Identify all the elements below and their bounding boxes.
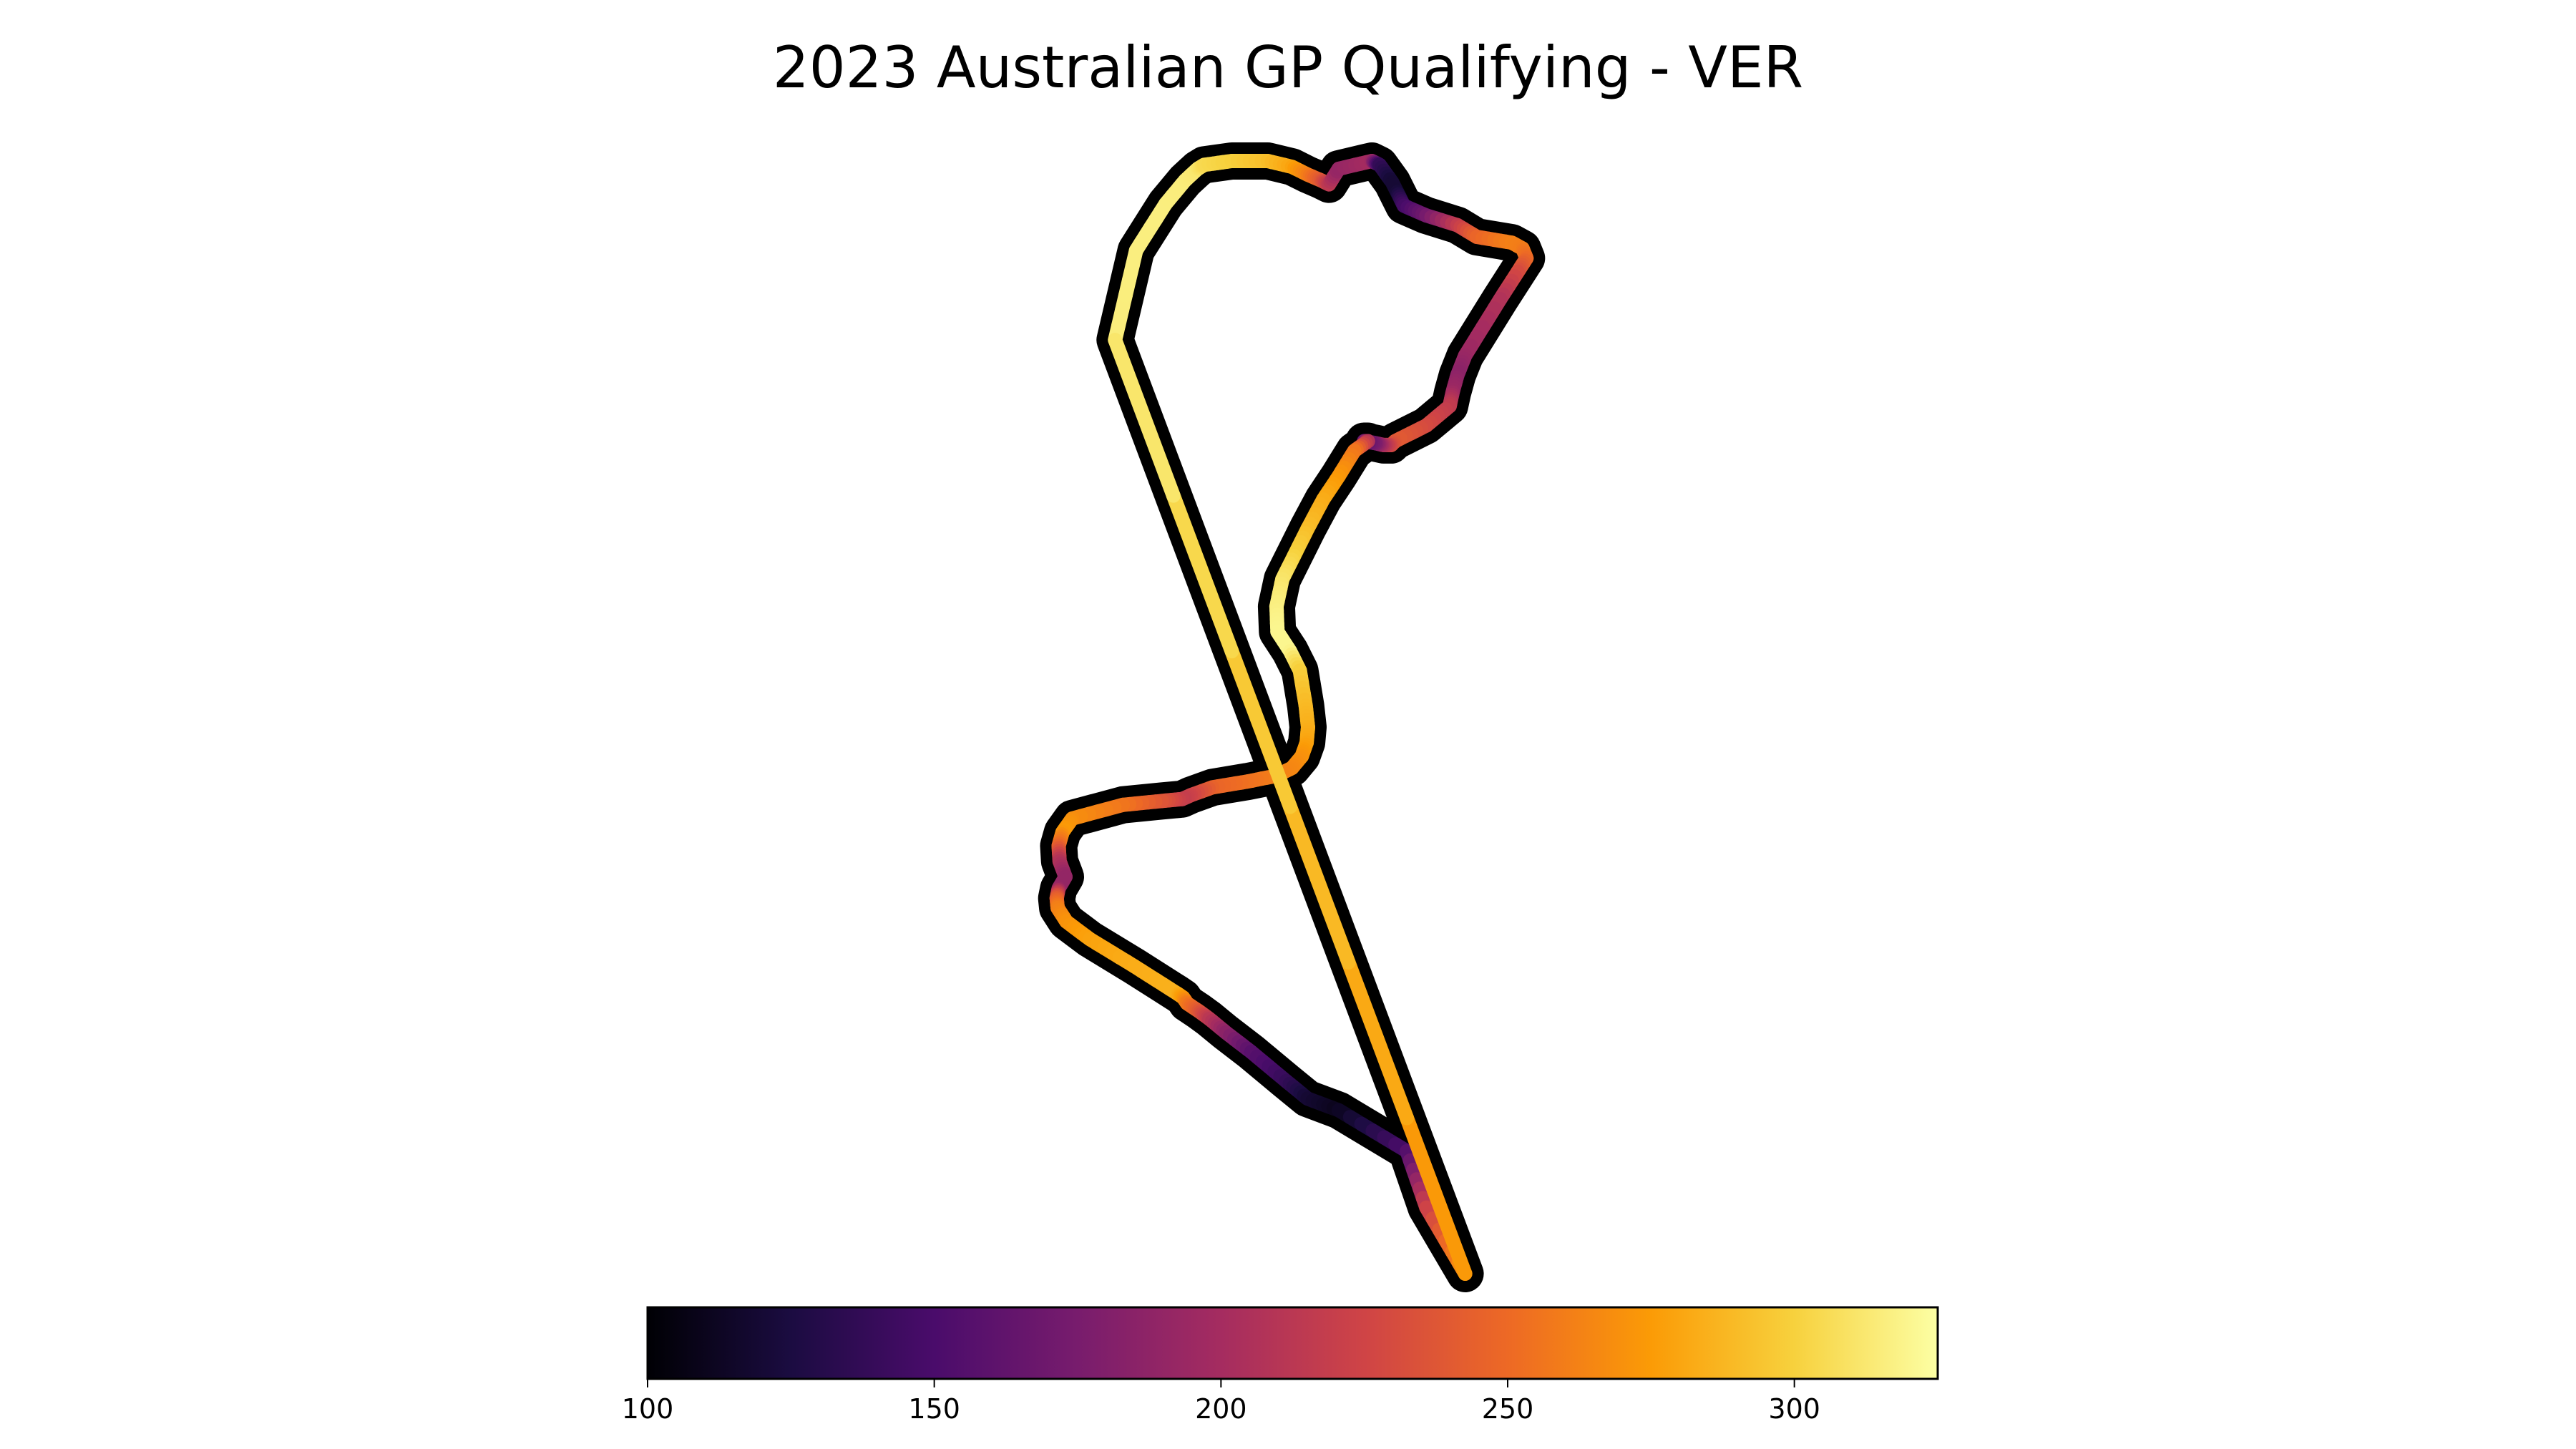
track-speed-segments — [1049, 154, 1534, 1281]
track-segment — [1108, 333, 1181, 503]
colorbar-tick-label: 200 — [1195, 1393, 1247, 1425]
track-segment — [1166, 488, 1239, 659]
colorbar-ticks: 100 150 200 250 300 — [622, 1379, 1820, 1425]
track-segment — [1224, 644, 1297, 814]
colorbar: 100 150 200 250 300 — [622, 1306, 1939, 1425]
colorbar-bar — [646, 1306, 1939, 1380]
track-segment — [1400, 1111, 1473, 1281]
colorbar-tick-label: 300 — [1768, 1393, 1820, 1425]
colorbar-tick-label: 100 — [622, 1393, 674, 1425]
track-outline — [1038, 142, 1546, 1292]
colorbar-tick-label: 150 — [908, 1393, 960, 1425]
track-segment — [1283, 799, 1356, 970]
track-segment — [1341, 955, 1415, 1126]
colorbar-tick-label: 250 — [1482, 1393, 1534, 1425]
track-outline-path — [1038, 142, 1546, 1292]
chart-title: 2023 Australian GP Qualifying - VER — [773, 34, 1803, 101]
